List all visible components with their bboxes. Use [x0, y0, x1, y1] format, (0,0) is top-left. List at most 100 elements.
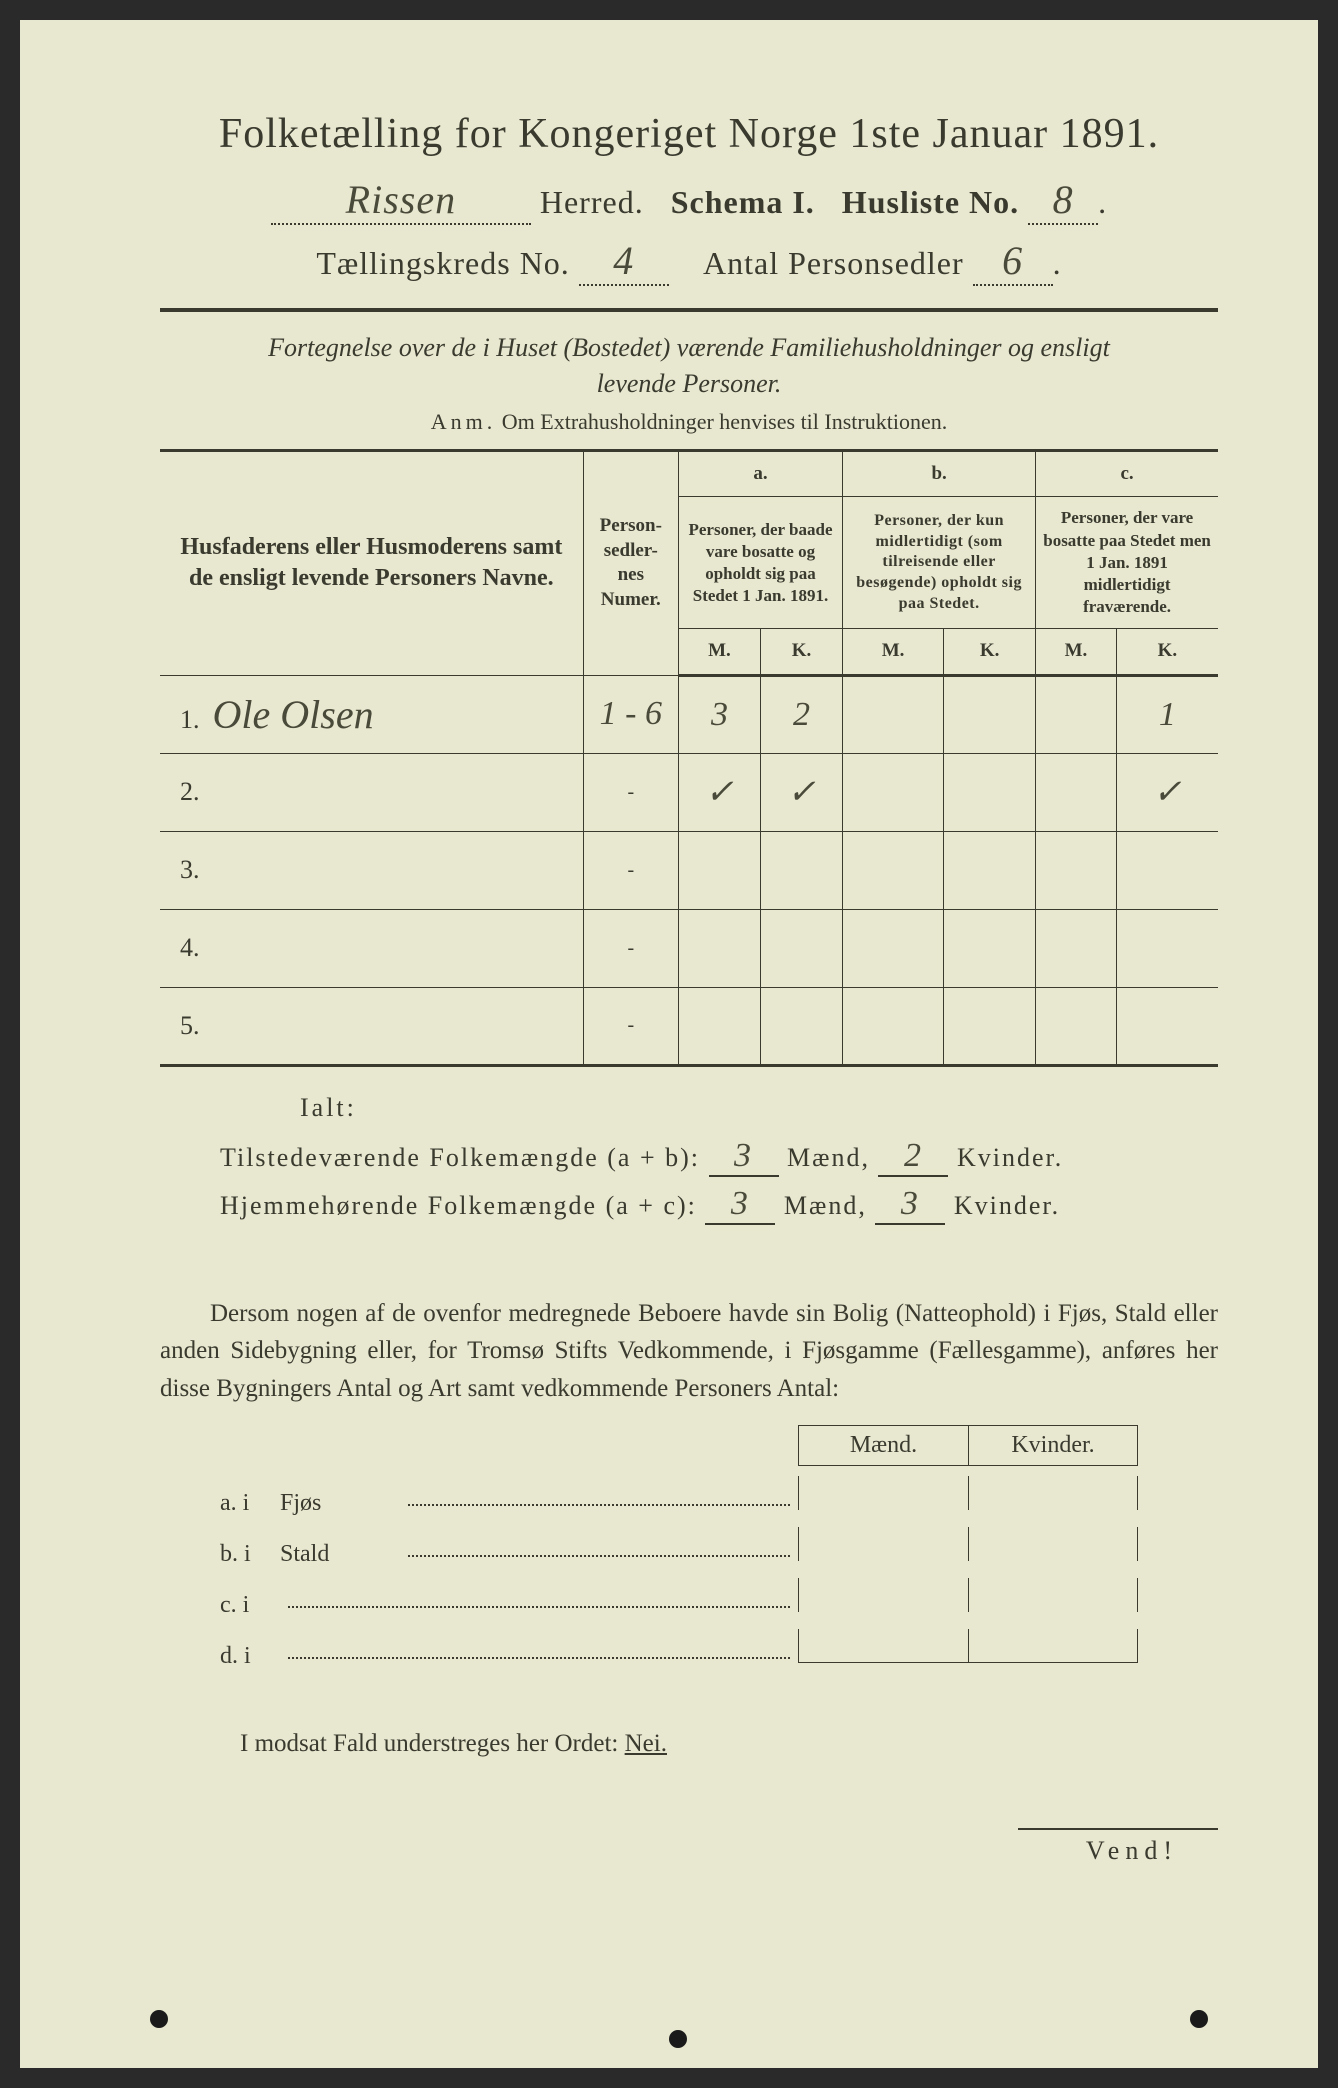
abcd-lbl: d. i	[220, 1643, 280, 1670]
col-name-header: Husfaderens eller Husmoderens samt de en…	[160, 450, 583, 675]
paragraph: Dersom nogen af de ovenfor medregnede Be…	[160, 1295, 1218, 1408]
abcd-lbl: c. i	[220, 1592, 280, 1619]
mk-maend: Mænd.	[798, 1425, 968, 1466]
kreds-label: Tællingskreds No.	[316, 245, 569, 281]
abcd-type: Fjøs	[280, 1490, 400, 1517]
mk-kvinder: Kvinder.	[968, 1425, 1138, 1466]
row-num: 3.	[180, 855, 200, 884]
sum2-k: 3	[901, 1185, 920, 1222]
table-row: 1. Ole Olsen 1 - 6 3 2 1	[160, 675, 1218, 753]
cell	[843, 987, 944, 1065]
sum2-label: Hjemmehørende Folkemængde (a + c):	[220, 1191, 697, 1220]
anm-label: Anm.	[431, 409, 497, 434]
abcd-lbl: b. i	[220, 1541, 280, 1568]
cell	[761, 831, 843, 909]
row-num: 5.	[180, 1011, 200, 1040]
abcd-c: c. i	[220, 1578, 1138, 1619]
col-c-label: c.	[1036, 450, 1218, 497]
table-row: 4. -	[160, 909, 1218, 987]
maend-label: Mænd,	[787, 1143, 870, 1172]
cell	[761, 987, 843, 1065]
cell-m	[798, 1629, 968, 1663]
header-line-3: Tællingskreds No. 4 Antal Personsedler 6…	[160, 237, 1218, 286]
cell	[678, 987, 760, 1065]
cell	[678, 909, 760, 987]
col-c-m: M.	[1036, 628, 1117, 675]
cell	[944, 987, 1036, 1065]
cell: 3	[711, 696, 728, 733]
table-row: 3. -	[160, 831, 1218, 909]
kreds-value: 4	[613, 238, 634, 283]
row-num: 1.	[180, 705, 200, 734]
cell: ✓	[1153, 774, 1182, 811]
cell-k	[968, 1476, 1138, 1510]
cell	[843, 753, 944, 831]
cell-m	[798, 1578, 968, 1612]
col-b-desc: Personer, der kun midlertidigt (som tilr…	[843, 497, 1036, 628]
summary-line-1: Tilstedeværende Folkemængde (a + b): 3 M…	[220, 1137, 1218, 1177]
cell	[944, 831, 1036, 909]
cell: -	[583, 909, 678, 987]
kvinder-label: Kvinder.	[954, 1191, 1060, 1220]
cell	[843, 909, 944, 987]
personsedler-value: 6	[1002, 238, 1023, 283]
divider	[160, 308, 1218, 312]
cell	[1036, 987, 1117, 1065]
cell: -	[583, 987, 678, 1065]
col-c-desc: Personer, der vare bosatte paa Stedet me…	[1036, 497, 1218, 628]
cell-k	[968, 1527, 1138, 1561]
cell-k	[968, 1578, 1138, 1612]
dots	[408, 1555, 790, 1557]
col-a-m: M.	[678, 628, 760, 675]
col-b-m: M.	[843, 628, 944, 675]
cell	[843, 831, 944, 909]
col-a-desc: Personer, der baade vare bosatte og opho…	[678, 497, 842, 628]
census-table: Husfaderens eller Husmoderens samt de en…	[160, 449, 1218, 1067]
punch-hole	[150, 2010, 168, 2028]
nei-word: Nei.	[625, 1730, 667, 1757]
dots	[288, 1657, 790, 1659]
subtitle-1: Fortegnelse over de i Huset (Bostedet) v…	[268, 333, 1110, 362]
annotation: Anm. Om Extrahusholdninger henvises til …	[160, 409, 1218, 435]
sum1-k: 2	[904, 1137, 923, 1174]
cell	[678, 831, 760, 909]
cell	[761, 909, 843, 987]
col-a-k: K.	[761, 628, 843, 675]
cell	[1116, 909, 1218, 987]
cell: 1 - 6	[600, 695, 662, 732]
schema-label: Schema I.	[671, 184, 815, 220]
cell-m	[798, 1527, 968, 1561]
punch-hole	[1190, 2010, 1208, 2028]
maend-label: Mænd,	[784, 1191, 867, 1220]
table-row: 5. -	[160, 987, 1218, 1065]
col-a-label: a.	[678, 450, 842, 497]
cell: ✓	[787, 774, 816, 811]
husliste-value: 8	[1053, 177, 1074, 222]
sum1-label: Tilstedeværende Folkemængde (a + b):	[220, 1143, 700, 1172]
herred-value: Rissen	[346, 177, 456, 222]
cell: 1	[1159, 696, 1176, 733]
anm-text: Om Extrahusholdninger henvises til Instr…	[502, 409, 947, 434]
cell	[1036, 753, 1117, 831]
dots	[408, 1504, 790, 1506]
cell: -	[583, 753, 678, 831]
abcd-b: b. i Stald	[220, 1527, 1138, 1568]
page-title: Folketælling for Kongeriget Norge 1ste J…	[160, 110, 1218, 158]
cell: ✓	[705, 774, 734, 811]
abcd-section: a. i Fjøs b. i Stald c. i d. i	[160, 1476, 1218, 1670]
cell	[944, 909, 1036, 987]
subtitle-2: levende Personer.	[597, 369, 782, 398]
summary-line-2: Hjemmehørende Folkemængde (a + c): 3 Mæn…	[220, 1185, 1218, 1225]
vend-label: Vend!	[1018, 1828, 1218, 1866]
sum1-m: 3	[734, 1137, 753, 1174]
abcd-lbl: a. i	[220, 1490, 280, 1517]
table-row: 2. - ✓ ✓ ✓	[160, 753, 1218, 831]
mk-header: Mænd. Kvinder.	[160, 1425, 1218, 1466]
kvinder-label: Kvinder.	[957, 1143, 1063, 1172]
husliste-label: Husliste No.	[842, 184, 1019, 220]
abcd-type: Stald	[280, 1541, 400, 1568]
cell	[1116, 831, 1218, 909]
personsedler-label: Antal Personsedler	[703, 245, 964, 281]
col-b-label: b.	[843, 450, 1036, 497]
cell	[1116, 987, 1218, 1065]
